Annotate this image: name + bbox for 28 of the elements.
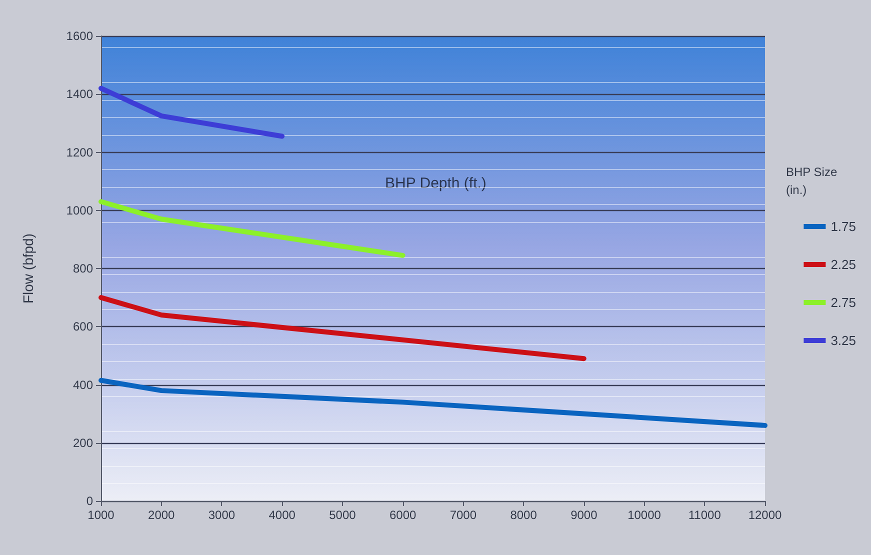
x-tick-label: 9000: [570, 508, 598, 522]
y-tick-label: 1200: [66, 145, 94, 160]
y-tick-label: 1600: [66, 29, 94, 43]
legend-label: 2.25: [830, 257, 856, 272]
y-tick-label: 800: [72, 262, 94, 276]
y-tick-label: 200: [72, 436, 94, 450]
x-tick-label: 7000: [450, 508, 477, 522]
x-tick-label: 2000: [148, 508, 176, 522]
x-tick-label: 10000: [628, 508, 662, 522]
x-tick-label: 3000: [208, 508, 236, 522]
x-tick-label: 8000: [510, 508, 538, 522]
x-tick-label: 12000: [748, 508, 782, 522]
x-tick-label: 6000: [389, 508, 416, 522]
x-axis-title: BHP Depth (ft.): [385, 175, 486, 192]
y-tick-label: 1000: [66, 203, 94, 218]
x-tick-label: 5000: [329, 508, 356, 522]
y-tick-label: 1400: [66, 87, 94, 102]
x-tick-label: 11000: [688, 508, 722, 522]
legend-label: 2.75: [830, 295, 856, 310]
y-axis-title: Flow (bfpd): [20, 233, 36, 304]
x-tick-label: 4000: [268, 508, 296, 522]
legend-label: 3.25: [830, 333, 856, 348]
x-tick-label: 1000: [88, 508, 115, 522]
legend-label: 1.75: [830, 219, 856, 234]
legend-title: BHP Size (in.): [786, 165, 840, 197]
y-tick-label: 400: [72, 378, 94, 392]
y-tick-label: 600: [72, 320, 94, 334]
y-tick-label: 0: [86, 494, 94, 508]
